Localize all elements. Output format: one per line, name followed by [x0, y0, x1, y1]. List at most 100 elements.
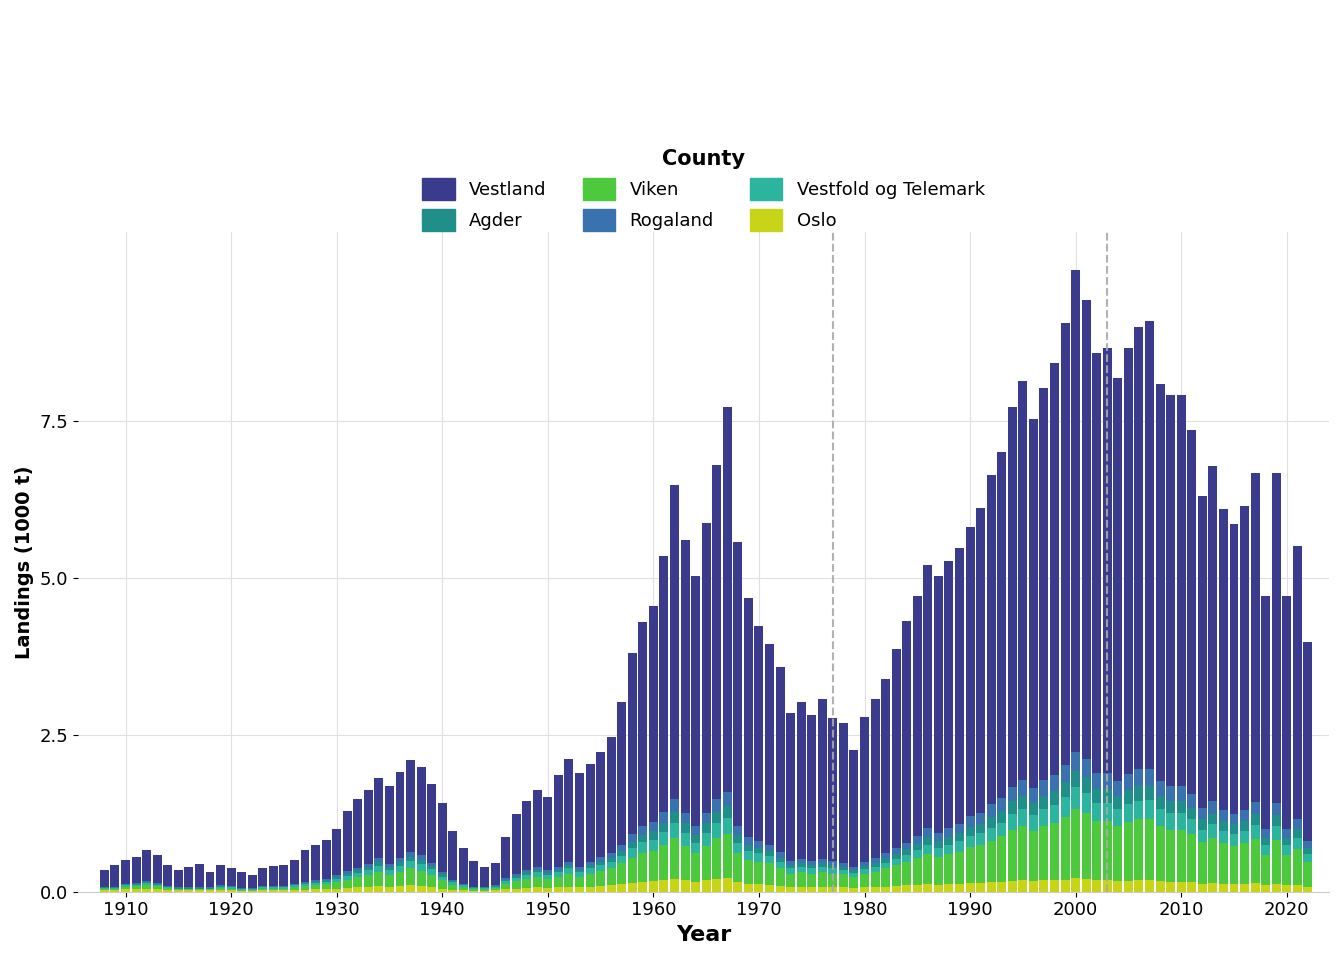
- Bar: [839, 723, 848, 863]
- Bar: [310, 889, 320, 892]
- Bar: [797, 859, 805, 863]
- Bar: [786, 865, 796, 869]
- Bar: [965, 836, 974, 847]
- Bar: [227, 868, 235, 886]
- Bar: [375, 862, 383, 866]
- Bar: [849, 871, 859, 873]
- Bar: [163, 865, 172, 886]
- Bar: [945, 884, 953, 892]
- Bar: [902, 843, 911, 849]
- Bar: [310, 845, 320, 880]
- Bar: [310, 885, 320, 889]
- Bar: [1103, 880, 1111, 892]
- Bar: [1219, 843, 1228, 883]
- Bar: [1008, 881, 1017, 892]
- Bar: [723, 877, 731, 892]
- Bar: [427, 866, 437, 869]
- Bar: [427, 783, 437, 863]
- Bar: [1134, 786, 1144, 801]
- Bar: [258, 891, 267, 892]
- Bar: [743, 845, 753, 851]
- Bar: [1124, 822, 1133, 881]
- Bar: [523, 878, 531, 888]
- Bar: [743, 837, 753, 845]
- Bar: [849, 873, 859, 876]
- Bar: [628, 849, 637, 858]
- Bar: [680, 880, 689, 892]
- Bar: [1060, 817, 1070, 879]
- Bar: [754, 884, 763, 892]
- Bar: [797, 867, 805, 873]
- Bar: [786, 861, 796, 865]
- Bar: [417, 886, 426, 892]
- Bar: [290, 860, 298, 883]
- Bar: [310, 881, 320, 883]
- Bar: [501, 881, 511, 883]
- Bar: [532, 867, 542, 870]
- Bar: [449, 879, 457, 881]
- Bar: [280, 889, 289, 891]
- Bar: [1113, 378, 1122, 780]
- Bar: [1113, 827, 1122, 881]
- Bar: [491, 863, 500, 885]
- Bar: [1093, 880, 1101, 892]
- Bar: [712, 838, 722, 878]
- Bar: [902, 854, 911, 861]
- Bar: [1103, 789, 1111, 804]
- Bar: [247, 876, 257, 888]
- Bar: [449, 882, 457, 885]
- Bar: [216, 888, 224, 890]
- Bar: [564, 869, 574, 874]
- Bar: [1261, 885, 1270, 892]
- Bar: [384, 887, 394, 892]
- Bar: [417, 871, 426, 886]
- Bar: [1156, 809, 1165, 827]
- Bar: [364, 864, 372, 867]
- Bar: [523, 875, 531, 878]
- Bar: [1251, 802, 1259, 814]
- Bar: [597, 861, 605, 865]
- Bar: [132, 889, 141, 892]
- Bar: [1030, 803, 1038, 815]
- Bar: [332, 889, 341, 892]
- Bar: [849, 888, 859, 892]
- Bar: [817, 863, 827, 867]
- Bar: [142, 885, 151, 889]
- Bar: [184, 889, 194, 891]
- Bar: [691, 843, 700, 853]
- Bar: [532, 887, 542, 892]
- Bar: [1241, 506, 1249, 810]
- Bar: [1103, 348, 1111, 773]
- Bar: [1241, 810, 1249, 822]
- Bar: [1187, 882, 1196, 892]
- Bar: [110, 865, 120, 887]
- Bar: [458, 885, 468, 887]
- Bar: [817, 867, 827, 873]
- Bar: [828, 865, 837, 869]
- Bar: [1060, 879, 1070, 892]
- Bar: [976, 845, 985, 883]
- Bar: [617, 851, 626, 856]
- Bar: [501, 879, 511, 881]
- Bar: [427, 887, 437, 892]
- Bar: [913, 596, 922, 836]
- Bar: [956, 548, 964, 824]
- Bar: [786, 712, 796, 861]
- Bar: [660, 556, 668, 812]
- Bar: [564, 861, 574, 865]
- Bar: [184, 891, 194, 892]
- Bar: [945, 854, 953, 884]
- Bar: [1198, 820, 1207, 829]
- Bar: [1039, 780, 1048, 796]
- Bar: [321, 840, 331, 879]
- Bar: [1093, 353, 1101, 773]
- Bar: [1071, 270, 1081, 752]
- Bar: [997, 798, 1007, 811]
- Bar: [934, 885, 943, 892]
- Bar: [1008, 829, 1017, 881]
- Bar: [986, 804, 996, 817]
- Bar: [839, 887, 848, 892]
- Bar: [997, 811, 1007, 823]
- Bar: [797, 702, 805, 859]
- Bar: [997, 452, 1007, 798]
